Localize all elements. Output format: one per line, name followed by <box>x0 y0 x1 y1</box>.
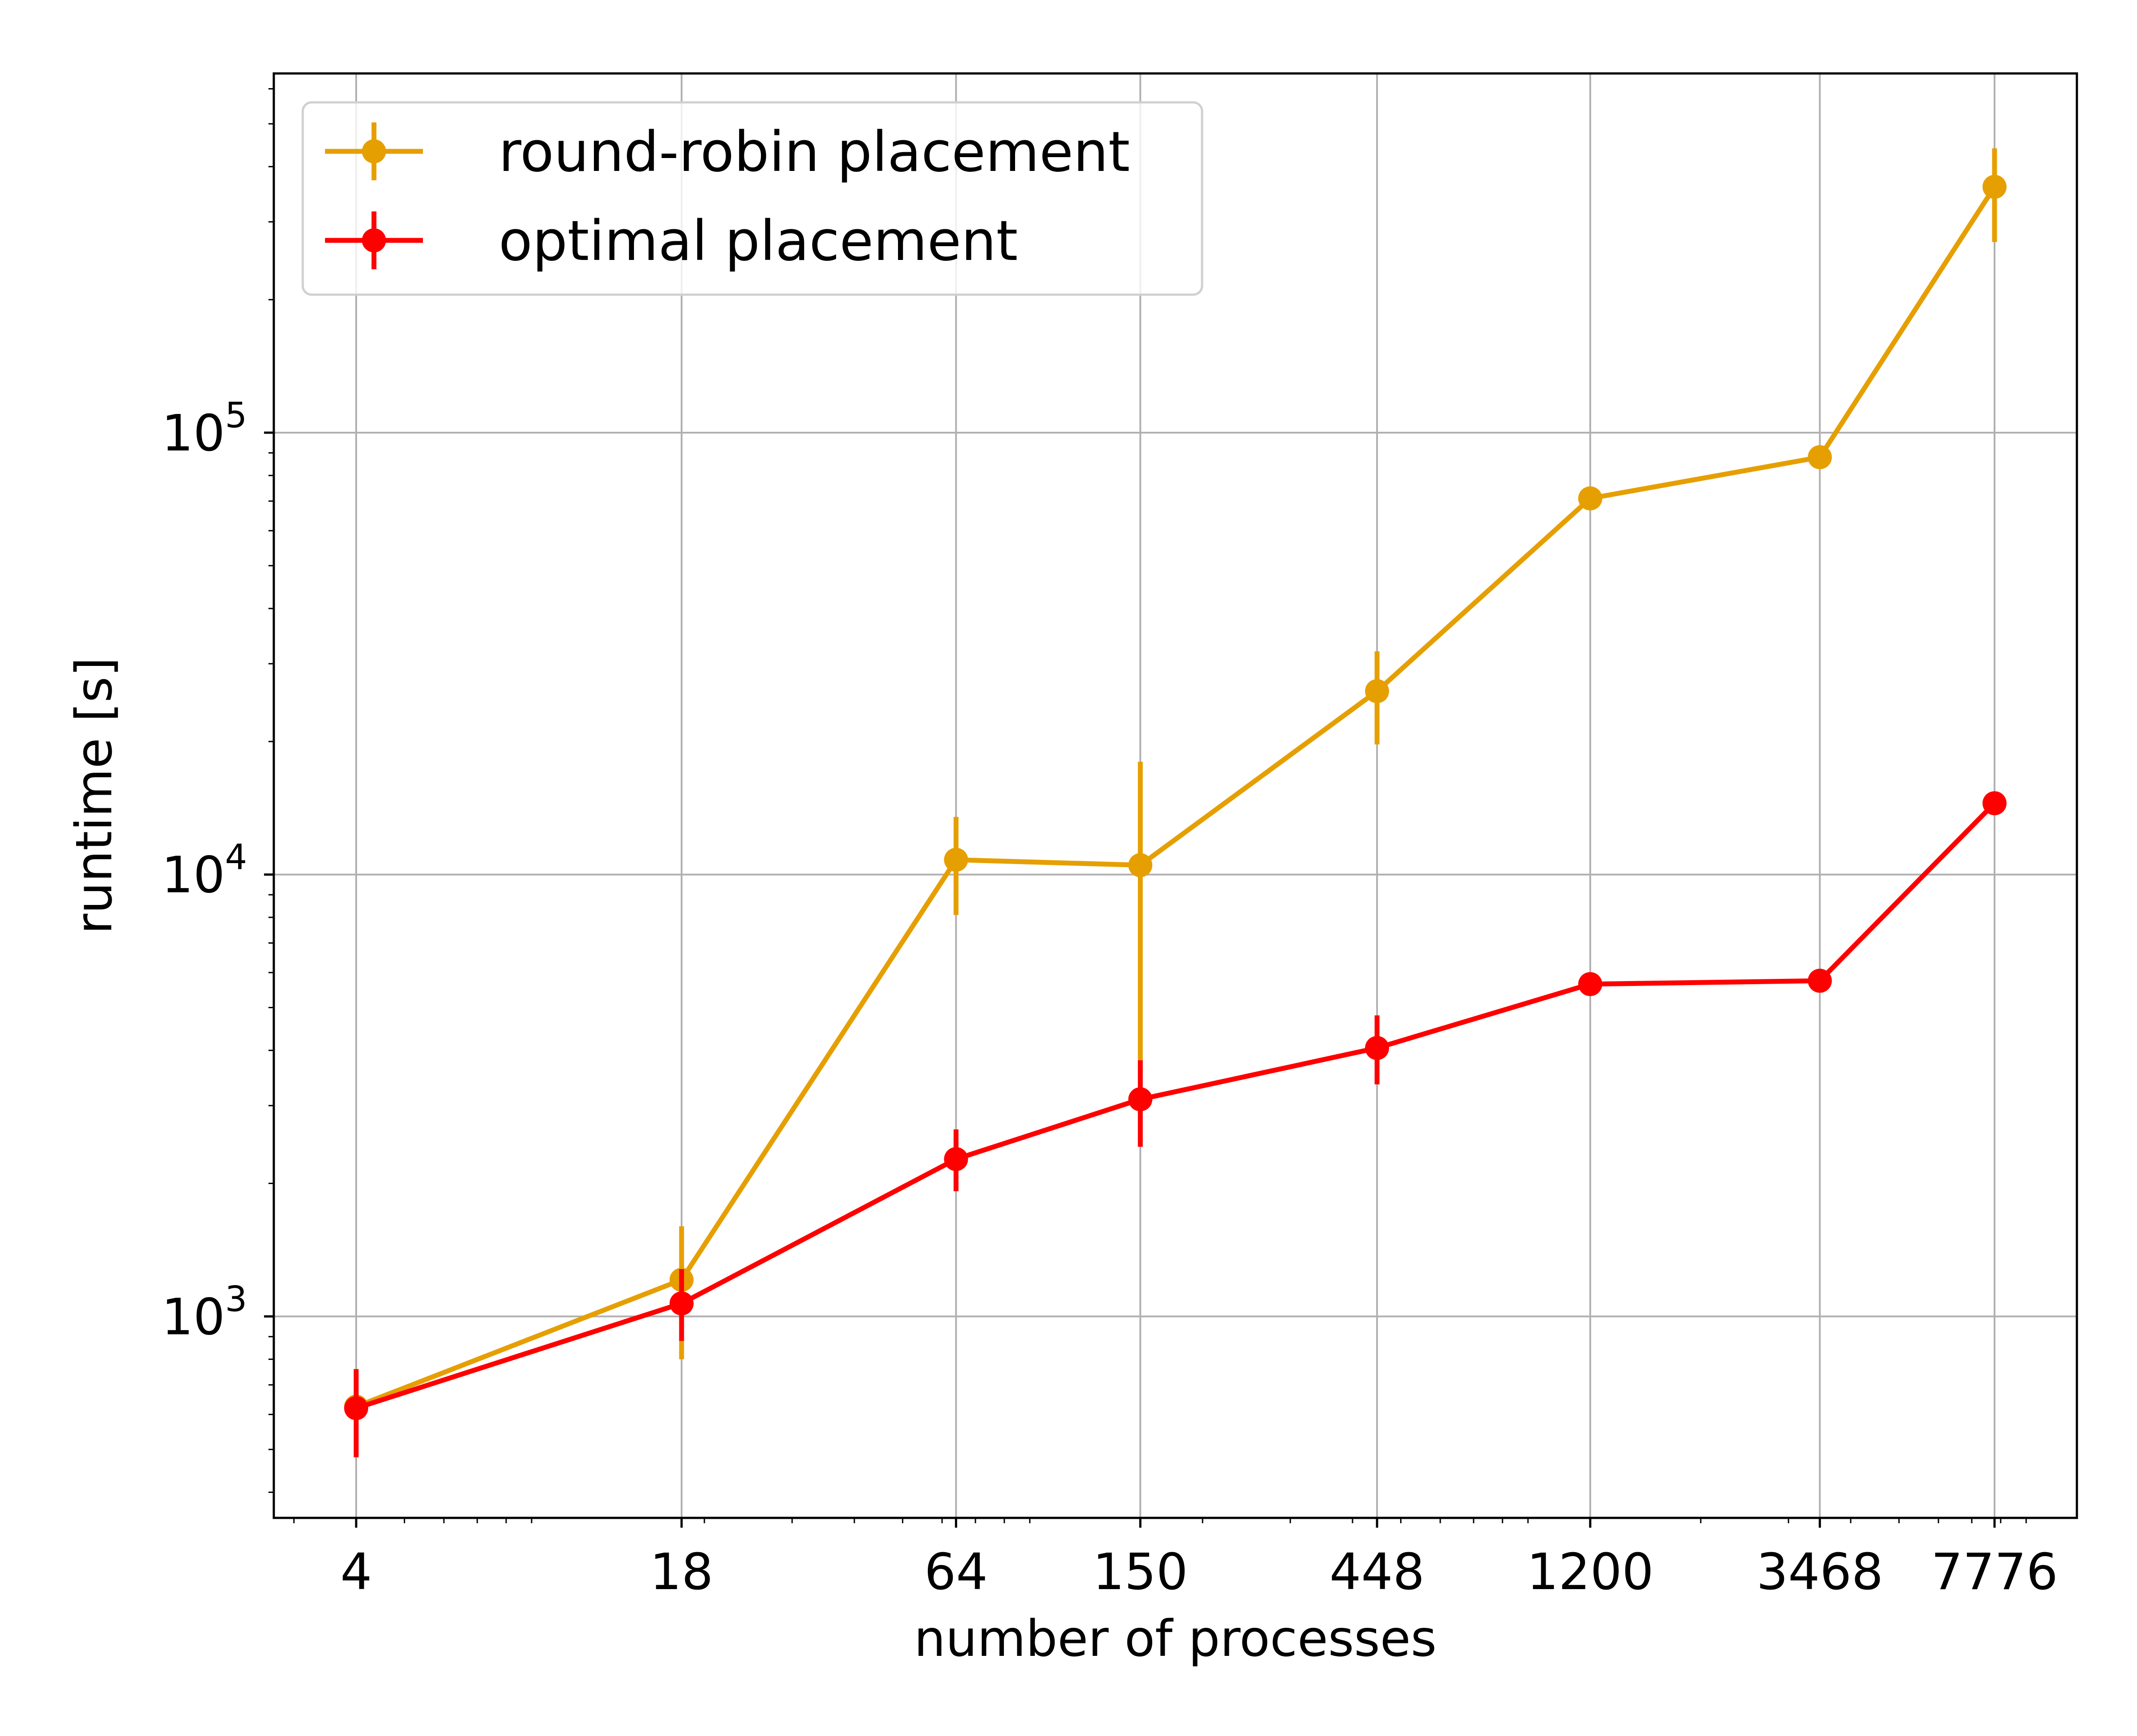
grid-layer <box>274 73 2077 1518</box>
legend-marker <box>362 139 386 163</box>
x-tick-label: 1200 <box>1527 1543 1654 1601</box>
y-tick-label: 105 <box>162 396 247 462</box>
series-line <box>355 185 1997 1409</box>
legend-box <box>301 101 1203 296</box>
x-tick-label: 18 <box>650 1543 714 1601</box>
x-tick-label: 64 <box>924 1543 988 1601</box>
data-point <box>1808 445 1832 470</box>
data-point <box>1365 679 1389 703</box>
data-point <box>1983 791 2007 815</box>
data-point <box>1365 1036 1389 1060</box>
data-point <box>1128 1087 1153 1111</box>
minor-ticks <box>268 88 2027 1523</box>
series-layer <box>344 148 2007 1457</box>
data-point <box>1808 969 1832 993</box>
x-tick-label: 4 <box>340 1543 372 1601</box>
legend-label: optimal placement <box>499 209 1018 273</box>
x-tick-label: 3468 <box>1756 1543 1883 1601</box>
x-tick-label: 448 <box>1329 1543 1425 1601</box>
x-axis-ticks: 4 18 64 150 448 1200 3468 7776 <box>340 1518 2058 1601</box>
series-line <box>355 801 1996 1411</box>
data-point <box>1578 486 1602 511</box>
x-tick-label: 150 <box>1093 1543 1188 1601</box>
legend-label: round-robin placement <box>499 120 1130 184</box>
data-point <box>944 1147 968 1171</box>
legend: round-robin placement optimal placement <box>301 101 1203 296</box>
series-round-robin <box>344 148 2007 1442</box>
series-optimal <box>344 791 2007 1457</box>
legend-marker <box>362 228 386 252</box>
y-axis-label: runtime [s] <box>65 657 123 934</box>
data-point <box>1128 853 1153 877</box>
x-tick-label: 7776 <box>1931 1543 2058 1601</box>
data-point <box>944 848 968 872</box>
data-point <box>1578 972 1602 996</box>
plot-frame <box>272 72 2078 1519</box>
y-tick-label: 103 <box>162 1279 247 1346</box>
data-point <box>1983 174 2007 199</box>
y-tick-label: 104 <box>162 838 247 905</box>
y-axis-ticks: 103 104 105 <box>162 396 274 1346</box>
x-axis-label: number of processes <box>914 1610 1437 1668</box>
data-point <box>669 1291 694 1316</box>
data-point <box>344 1396 368 1420</box>
